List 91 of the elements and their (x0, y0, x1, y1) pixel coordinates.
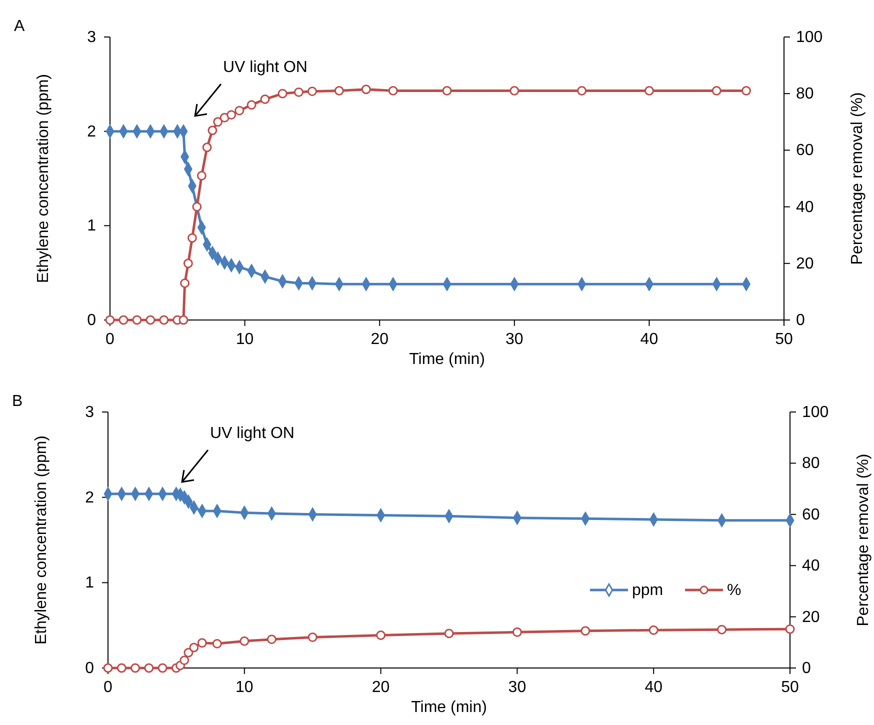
y2-axis-title: Percentage removal (%) (855, 454, 872, 626)
point (189, 642, 199, 652)
point (376, 630, 386, 640)
point (212, 638, 222, 648)
point (512, 627, 522, 637)
point (208, 126, 218, 136)
point (130, 663, 140, 673)
point (144, 663, 154, 673)
x-tick-label: 20 (370, 331, 389, 348)
point (240, 636, 250, 646)
x-axis-title: Time (min) (411, 699, 487, 716)
y-tick-label: 0 (87, 312, 96, 329)
text: A (14, 18, 25, 35)
point (180, 278, 190, 288)
y-axis-title: Ethylene concentration (ppm) (35, 74, 52, 283)
x-tick-label: 50 (781, 679, 799, 696)
annotation: UV light ON (210, 425, 294, 442)
legend-label: ppm (632, 582, 664, 599)
point (294, 87, 304, 97)
x-tick-label: 30 (506, 331, 524, 348)
point (132, 315, 142, 325)
point (712, 86, 722, 96)
y-tick-label: 3 (87, 29, 96, 46)
point (266, 634, 276, 644)
point (442, 86, 452, 96)
point (742, 86, 751, 96)
point (159, 315, 169, 325)
point (260, 94, 270, 104)
x-tick-label: 0 (104, 679, 113, 696)
point (278, 88, 288, 98)
point (246, 100, 256, 110)
point (717, 624, 727, 634)
y2-tick-label: 100 (796, 29, 823, 46)
point (444, 628, 454, 638)
annotation: UV light ON (223, 59, 308, 76)
x-tick-label: 10 (236, 331, 254, 348)
y-tick-label: 0 (85, 660, 94, 677)
point (308, 632, 318, 642)
y-tick-label: 1 (87, 218, 96, 235)
y2-tick-label: 40 (796, 198, 814, 216)
point (644, 86, 654, 96)
y-tick-label: 1 (85, 574, 94, 592)
point (183, 258, 193, 268)
x-tick-label: 40 (640, 331, 658, 348)
point (192, 202, 202, 212)
y-tick-label: 3 (85, 404, 94, 421)
point (648, 625, 658, 635)
point (226, 110, 236, 120)
point (510, 86, 520, 96)
y2-tick-label: 80 (796, 86, 814, 103)
y-tick-label: 2 (85, 489, 94, 506)
point (178, 315, 188, 325)
point (180, 656, 190, 666)
x-tick-label: 40 (644, 679, 663, 696)
point (118, 315, 128, 325)
point (388, 86, 398, 96)
point (234, 106, 244, 116)
point (580, 626, 590, 636)
point (158, 663, 168, 673)
point (146, 315, 156, 325)
point (577, 86, 587, 96)
point (213, 117, 223, 127)
y2-tick-label: 0 (802, 660, 811, 677)
x-tick-label: 10 (236, 679, 254, 696)
y-axis-title: Ethylene concentration (ppm) (33, 436, 50, 644)
y2-tick-label: 20 (802, 608, 820, 626)
y2-tick-label: 60 (802, 506, 820, 524)
point (785, 624, 795, 634)
point (196, 170, 206, 180)
x-tick-label: 0 (106, 331, 115, 348)
y2-tick-label: 0 (796, 312, 805, 329)
point (202, 142, 212, 152)
x-tick-label: 30 (508, 679, 526, 696)
text: B (12, 393, 23, 410)
x-axis-title: Time (min) (409, 351, 485, 368)
y2-tick-label: 40 (802, 558, 820, 575)
y-tick-label: 2 (87, 123, 96, 140)
point (361, 84, 371, 94)
point (334, 86, 344, 96)
legend-label: % (727, 582, 742, 599)
x-tick-label: 50 (775, 331, 793, 348)
y2-tick-label: 20 (796, 255, 814, 272)
point (307, 86, 317, 96)
point (187, 233, 197, 243)
point (197, 638, 207, 648)
point (116, 663, 126, 673)
y2-axis-title: Percentage removal (%) (849, 92, 866, 265)
y2-tick-label: 60 (796, 142, 814, 160)
x-tick-label: 20 (372, 679, 390, 696)
y2-tick-label: 80 (802, 455, 820, 472)
y2-tick-label: 100 (802, 404, 829, 421)
